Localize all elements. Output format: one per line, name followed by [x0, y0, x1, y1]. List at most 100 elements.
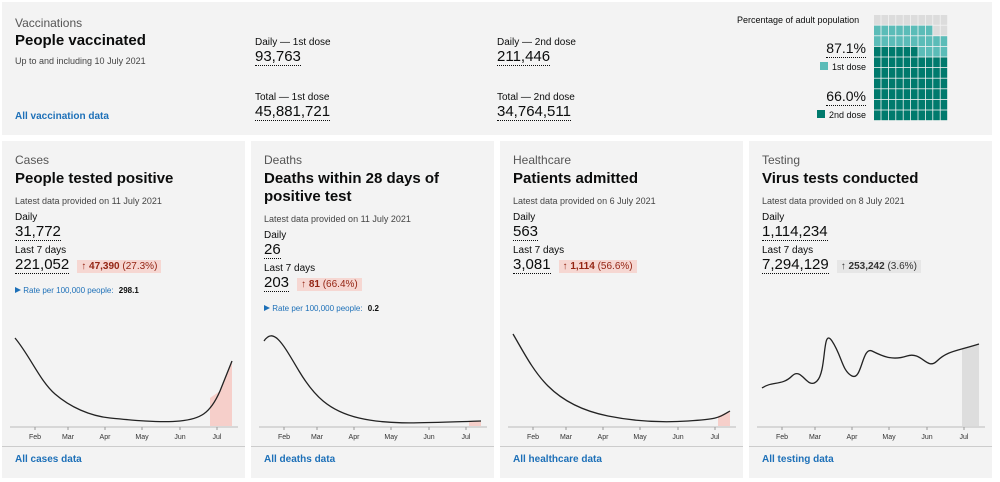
waffle-cell — [888, 68, 896, 78]
waffle-cell — [896, 46, 903, 57]
rate-label: Rate per 100,000 people: — [272, 304, 363, 313]
legend-label: 2nd dose — [816, 110, 866, 120]
waffle-cell — [896, 15, 903, 25]
waffle-cell — [903, 46, 911, 57]
waffle-cell — [918, 25, 925, 36]
waffle-cell — [925, 78, 933, 89]
waffle-cell — [896, 78, 903, 89]
daily-value: 563 — [513, 223, 539, 241]
title: People vaccinated — [15, 32, 146, 49]
change-badge: ↑ 47,390 (27.3%) — [77, 260, 162, 273]
waffle-cell — [918, 89, 925, 99]
waffle-cell — [896, 89, 903, 99]
week-value: 221,052 — [15, 256, 70, 274]
card-body: Deaths Deaths within 28 days of positive… — [264, 153, 484, 313]
link[interactable]: All deaths data — [264, 454, 336, 465]
link[interactable]: All healthcare data — [513, 454, 602, 465]
month-label: Apr — [349, 434, 361, 441]
link[interactable]: All testing data — [762, 454, 834, 465]
sparkline: Feb Mar Apr May Jun Jul — [757, 337, 985, 441]
metric: Total — 2nd dose 34,764,511 — [497, 92, 575, 121]
vaccination-card: Vaccinations People vaccinated Up to and… — [2, 2, 992, 135]
waffle-cell — [896, 57, 903, 68]
title: Deaths within 28 days of positive test — [264, 170, 440, 205]
waffle-cell — [874, 99, 881, 110]
waffle-cell — [918, 57, 925, 68]
waffle-cell — [881, 25, 888, 36]
waffle-cell — [881, 57, 888, 68]
rate: Rate per 100,000 people: 0.2 — [264, 304, 484, 313]
waffle-cell — [918, 99, 925, 110]
month-label: Mar — [809, 434, 822, 441]
waffle-cell — [940, 89, 948, 99]
change-pct: (66.4%) — [322, 279, 358, 290]
metric: Daily — 2nd dose 211,446 — [497, 37, 576, 66]
waffle-cell — [881, 99, 888, 110]
waffle-cell — [881, 46, 888, 57]
waffle-cell — [874, 25, 881, 36]
note: Latest data provided on 6 July 2021 — [513, 196, 656, 206]
category: Testing — [762, 153, 801, 167]
month-label: Apr — [847, 434, 859, 441]
waffle-cell — [940, 110, 948, 121]
month-label: Jul — [711, 434, 720, 441]
legend-entry: 66.0% 2nd dose — [816, 88, 866, 120]
metric-value: 211,446 — [497, 48, 551, 66]
waffle-cell — [940, 68, 948, 78]
waffle-cell — [918, 68, 925, 78]
metric-card: Testing Virus tests conducted Latest dat… — [749, 141, 992, 478]
metric-label: Total — 2nd dose — [497, 92, 575, 103]
link[interactable]: All vaccination data — [15, 111, 109, 122]
rate-value: 0.2 — [367, 304, 379, 313]
trend-line — [512, 333, 731, 423]
month-label: Jul — [213, 434, 222, 441]
week-label: Last 7 days — [15, 245, 67, 256]
week-label: Last 7 days — [513, 245, 565, 256]
waffle-cell — [933, 36, 940, 46]
change: 1,114 — [570, 261, 595, 272]
month-label: May — [633, 434, 647, 441]
metric-value: 45,881,721 — [255, 103, 331, 121]
triangle — [264, 305, 270, 311]
link[interactable]: All cases data — [15, 454, 82, 465]
waffle-cell — [896, 68, 903, 78]
sparkline: Feb Mar Apr May Jun Jul — [10, 337, 238, 441]
waffle-cell — [911, 36, 918, 46]
card-body: Healthcare Patients admitted Latest data… — [513, 153, 733, 274]
change: 47,390 — [89, 261, 120, 272]
month-label: Jul — [960, 434, 969, 441]
percent: 87.1% — [826, 40, 866, 58]
metric-label: Daily — 1st dose — [255, 37, 331, 48]
waffle-cell — [933, 25, 940, 36]
waffle-cell — [933, 89, 940, 99]
waffle-cell — [918, 46, 925, 57]
month-label: Feb — [29, 434, 41, 441]
trend-area — [962, 344, 979, 426]
rate: Rate per 100,000 people: 298.1 — [15, 286, 235, 295]
waffle-cell — [911, 46, 918, 57]
waffle-cell — [933, 46, 940, 57]
arrow: ↑ — [562, 261, 568, 272]
title: Patients admitted — [513, 170, 639, 187]
waffle-cell — [903, 89, 911, 99]
waffle-title: Percentage of adult population — [737, 15, 860, 25]
waffle-cell — [881, 110, 888, 121]
month-label: Mar — [62, 434, 75, 441]
change-badge: ↑ 81 (66.4%) — [297, 278, 362, 291]
month-label: Feb — [527, 434, 539, 441]
waffle-cell — [933, 110, 940, 121]
waffle-cell — [911, 78, 918, 89]
waffle-cell — [903, 15, 911, 25]
month-label: May — [384, 434, 398, 441]
waffle-cell — [896, 36, 903, 46]
week-value: 3,081 — [513, 256, 551, 274]
note: Up to and including 10 July 2021 — [15, 56, 146, 66]
change: 81 — [308, 279, 320, 290]
metric-label: Daily — 2nd dose — [497, 37, 576, 48]
waffle-cell — [874, 36, 881, 46]
arrow: ↑ — [301, 279, 307, 290]
title: People tested positive — [15, 170, 174, 187]
waffle-cell — [925, 57, 933, 68]
change-pct: (3.6%) — [887, 261, 917, 272]
